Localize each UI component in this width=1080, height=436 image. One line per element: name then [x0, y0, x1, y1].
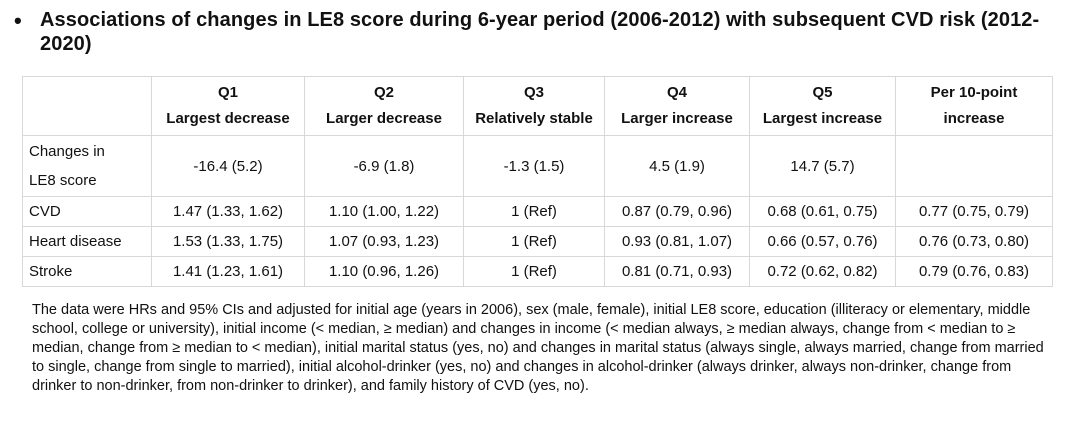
table-cell: 1 (Ref) [463, 226, 605, 257]
row-label-line: Changes in [29, 143, 105, 160]
header-per10-desc: increase [943, 110, 1005, 127]
header-per10-label: Per 10-point [930, 84, 1018, 101]
row-label-line: LE8 score [29, 172, 97, 189]
header-cell-q3: Q3 Relatively stable [463, 76, 605, 136]
header-q4-desc: Larger increase [621, 110, 733, 127]
header-cell-q4: Q4 Larger increase [604, 76, 750, 136]
table-cell: 1.53 (1.33, 1.75) [151, 226, 305, 257]
header-q2-label: Q2 [373, 84, 394, 101]
header-q3-label: Q3 [523, 84, 544, 101]
header-q1-desc: Largest decrease [166, 110, 290, 127]
header-q3-desc: Relatively stable [475, 110, 593, 127]
header-cell-per10: Per 10-point increase [895, 76, 1053, 136]
header-q5-desc: Largest increase [762, 110, 883, 127]
table-cell: 1.10 (1.00, 1.22) [304, 196, 464, 227]
table-cell: 0.72 (0.62, 0.82) [749, 256, 896, 287]
table-cell: 0.87 (0.79, 0.96) [604, 196, 750, 227]
table-cell: 1 (Ref) [463, 196, 605, 227]
table-row-cvd: CVD 1.47 (1.33, 1.62) 1.10 (1.00, 1.22) … [22, 196, 1053, 227]
header-q2-desc: Larger decrease [326, 110, 442, 127]
table-cell-empty [895, 135, 1053, 197]
header-q5-label: Q5 [812, 84, 833, 101]
row-label-changes: Changes in LE8 score [22, 135, 152, 197]
table-cell: 0.76 (0.73, 0.80) [895, 226, 1053, 257]
table-cell: 0.93 (0.81, 1.07) [604, 226, 750, 257]
table-cell: 1.41 (1.23, 1.61) [151, 256, 305, 287]
table-cell: 0.66 (0.57, 0.76) [749, 226, 896, 257]
header-cell-empty [22, 76, 152, 136]
bullet-icon: • [14, 8, 22, 33]
table-row-heart-disease: Heart disease 1.53 (1.33, 1.75) 1.07 (0.… [22, 226, 1053, 257]
table-cell: 1.47 (1.33, 1.62) [151, 196, 305, 227]
header-cell-q2: Q2 Larger decrease [304, 76, 464, 136]
table-cell: 4.5 (1.9) [604, 135, 750, 197]
table-cell: 0.77 (0.75, 0.79) [895, 196, 1053, 227]
table-cell: 0.79 (0.76, 0.83) [895, 256, 1053, 287]
row-label-heart-disease: Heart disease [22, 226, 152, 257]
table-header-row: Q1 Largest decrease Q2 Larger decrease Q… [22, 76, 1053, 136]
footnote-text: The data were HRs and 95% CIs and adjust… [32, 302, 1044, 394]
table-cell: 0.68 (0.61, 0.75) [749, 196, 896, 227]
slide-title: Associations of changes in LE8 score dur… [40, 9, 1040, 55]
table-cell: 1 (Ref) [463, 256, 605, 287]
table-cell: 0.81 (0.71, 0.93) [604, 256, 750, 287]
row-label-stroke: Stroke [22, 256, 152, 287]
header-cell-q1: Q1 Largest decrease [151, 76, 305, 136]
table-cell: 1.10 (0.96, 1.26) [304, 256, 464, 287]
table-row-changes: Changes in LE8 score -16.4 (5.2) -6.9 (1… [22, 135, 1053, 197]
table-cell: -6.9 (1.8) [304, 135, 464, 197]
header-q4-label: Q4 [666, 84, 687, 101]
header-cell-q5: Q5 Largest increase [749, 76, 896, 136]
table-cell: 14.7 (5.7) [749, 135, 896, 197]
slide-heading: • Associations of changes in LE8 score d… [14, 8, 1064, 56]
table-cell: -1.3 (1.5) [463, 135, 605, 197]
header-q1-label: Q1 [217, 84, 238, 101]
results-table: Q1 Largest decrease Q2 Larger decrease Q… [22, 76, 1053, 287]
table-row-stroke: Stroke 1.41 (1.23, 1.61) 1.10 (0.96, 1.2… [22, 256, 1053, 287]
row-label-cvd: CVD [22, 196, 152, 227]
table-cell: -16.4 (5.2) [151, 135, 305, 197]
table-cell: 1.07 (0.93, 1.23) [304, 226, 464, 257]
